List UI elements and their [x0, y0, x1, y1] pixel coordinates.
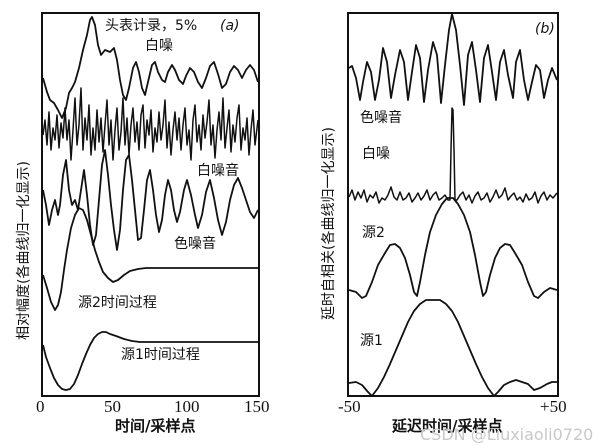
- label-b-source1: 源1: [360, 333, 383, 349]
- curve-b-colored-noise: [348, 13, 558, 106]
- curve-a-white-noise: [42, 87, 259, 161]
- label-a-white-noise: 白噪音: [197, 162, 239, 179]
- tick-b-plus50: +50: [540, 397, 567, 416]
- label-a-white-noise-top: 白噪: [145, 38, 173, 54]
- label-b-white-noise: 白噪: [362, 146, 390, 162]
- xlabel-a: 时间/采样点: [115, 417, 195, 435]
- label-a-source2: 源2时间过程: [78, 295, 157, 311]
- panel-a-label: (a): [220, 18, 240, 34]
- panel-b-label: (b): [535, 21, 555, 37]
- xlabel-b: 延迟时间/采样点: [391, 417, 502, 435]
- curve-b-white-noise: [348, 107, 558, 204]
- curve-a-source2: [42, 207, 258, 311]
- label-a-source1: 源1时间过程: [121, 347, 200, 363]
- label-b-source2: 源2: [362, 225, 385, 241]
- tick-a-50: 50: [104, 397, 121, 416]
- tick-a-150: 150: [244, 397, 270, 416]
- watermark: CSDN @Liuxiaoli0720: [420, 425, 593, 444]
- curve-b-source2: [348, 197, 558, 299]
- panel-a-title: 头表计录，5%: [105, 18, 197, 34]
- curve-a-source1: [42, 331, 258, 391]
- curve-a-mixed: [42, 16, 259, 119]
- label-a-colored-noise: 色噪音: [174, 235, 216, 252]
- curve-a-colored-noise: [42, 149, 259, 251]
- tick-a-0: 0: [36, 397, 45, 416]
- tick-a-100: 100: [174, 397, 200, 416]
- panel-a-frame: [41, 12, 260, 397]
- ylabel-b: 延时自相关(各曲线归一化显示): [320, 127, 337, 320]
- label-b-colored-noise: 色噪音: [360, 109, 402, 126]
- curve-b-source1: [348, 299, 557, 397]
- tick-b-minus50: -50: [338, 397, 361, 416]
- ylabel-a: 相对幅度(各曲线归一化显示): [15, 161, 32, 340]
- panel-b-frame: [347, 12, 559, 397]
